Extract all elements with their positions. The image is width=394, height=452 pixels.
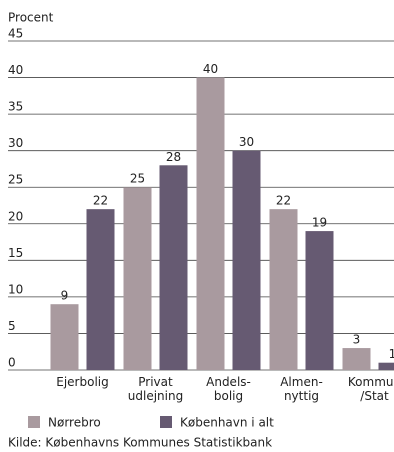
x-tick-label-line: /Stat xyxy=(360,389,389,403)
y-tick-label: 10 xyxy=(8,282,23,296)
y-tick-label: 15 xyxy=(8,246,23,260)
x-tick-label: Almen-nyttig xyxy=(280,375,323,403)
value-label: 25 xyxy=(130,172,145,186)
y-tick-label: 20 xyxy=(8,209,23,223)
bar xyxy=(159,165,188,370)
y-tick-label: 30 xyxy=(8,136,23,150)
y-tick-label: 0 xyxy=(8,356,16,370)
x-tick-label-line: Almen- xyxy=(280,375,323,389)
value-label: 28 xyxy=(166,150,181,164)
x-tick-label: Kommun/Stat xyxy=(348,375,394,403)
x-tick-label-line: Kommun xyxy=(348,375,394,389)
bar xyxy=(269,209,298,370)
source: Kilde: Københavns Kommunes Statistikbank xyxy=(8,436,272,450)
bar xyxy=(342,348,371,370)
x-tick-label: Ejerbolig xyxy=(56,375,108,389)
bar xyxy=(232,150,261,370)
y-tick-label: 40 xyxy=(8,63,23,77)
bar xyxy=(123,187,152,370)
y-tick-label: 45 xyxy=(8,27,23,41)
value-label: 22 xyxy=(93,194,108,208)
value-label: 9 xyxy=(61,289,69,303)
legend-label: København i alt xyxy=(180,416,274,430)
legend-label: Nørrebro xyxy=(48,416,101,430)
value-label: 1 xyxy=(389,347,394,361)
bar xyxy=(305,231,334,370)
bar xyxy=(378,362,394,370)
value-label: 3 xyxy=(353,333,361,347)
x-tick-label-line: Privat xyxy=(138,375,173,389)
value-label: 30 xyxy=(239,135,254,149)
y-tick-label: 35 xyxy=(8,100,23,114)
legend-swatch xyxy=(160,416,172,428)
x-tick-label-line: bolig xyxy=(214,389,243,403)
value-label: 22 xyxy=(276,194,291,208)
x-tick-label-line: udlejning xyxy=(128,389,183,403)
x-tick-label: Privat udlejning xyxy=(128,375,183,403)
y-axis-label: Procent xyxy=(8,11,54,25)
y-tick-label: 5 xyxy=(8,319,16,333)
value-label: 40 xyxy=(203,62,218,76)
x-tick-label-line: Ejerbolig xyxy=(56,375,108,389)
x-tick-label: Andels-bolig xyxy=(206,375,251,403)
x-tick-label-line: nyttig xyxy=(284,389,319,403)
value-label: 19 xyxy=(312,216,327,230)
bar xyxy=(50,304,79,370)
bar xyxy=(86,209,115,370)
x-tick-label-line: Andels- xyxy=(206,375,251,389)
y-tick-label: 25 xyxy=(8,173,23,187)
legend-swatch xyxy=(28,416,40,428)
bar xyxy=(196,77,225,371)
